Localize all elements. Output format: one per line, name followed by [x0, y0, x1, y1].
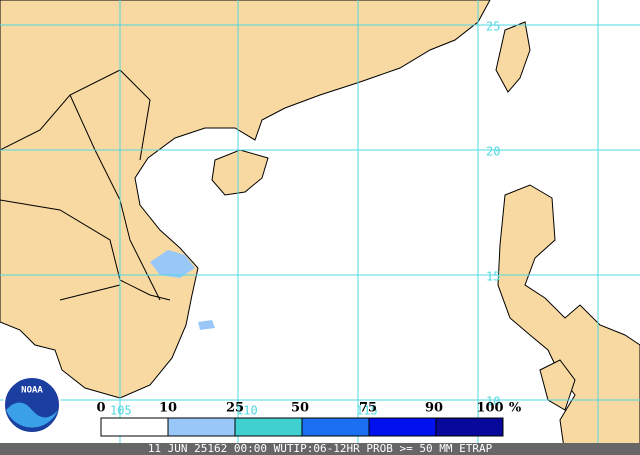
- legend-label: 10: [159, 401, 177, 416]
- legend-label: 90: [425, 401, 443, 416]
- lon-label: 105: [110, 404, 132, 418]
- legend-label: 0: [96, 401, 105, 416]
- logo-text: NOAA: [21, 386, 43, 396]
- rain-area: [150, 250, 195, 278]
- rain-area: [198, 320, 215, 330]
- hainan: [211, 149, 269, 196]
- graticule: [0, 0, 640, 443]
- lat-label: 25: [486, 20, 500, 34]
- mainland: [0, 0, 491, 399]
- noaa-logo: NOAA: [3, 376, 61, 434]
- legend-label: 75: [359, 401, 377, 416]
- legend-unit: %: [509, 401, 522, 416]
- island: [539, 359, 576, 411]
- legend-label: 50: [291, 401, 309, 416]
- legend: [100, 417, 504, 437]
- lat-label: 15: [486, 270, 500, 284]
- legend-label: 100: [476, 401, 503, 416]
- legend-label: 25: [226, 401, 244, 416]
- lat-label: 10: [486, 395, 500, 409]
- taiwan: [495, 21, 531, 93]
- lon-label: 115: [356, 404, 378, 418]
- caption: 11 JUN 25162 00:00 WUTIP:06-12HR PROB >=…: [148, 442, 493, 455]
- lat-label: 20: [486, 145, 500, 159]
- lon-label: 110: [236, 404, 258, 418]
- luzon: [497, 184, 640, 455]
- caption-bar: [0, 443, 640, 455]
